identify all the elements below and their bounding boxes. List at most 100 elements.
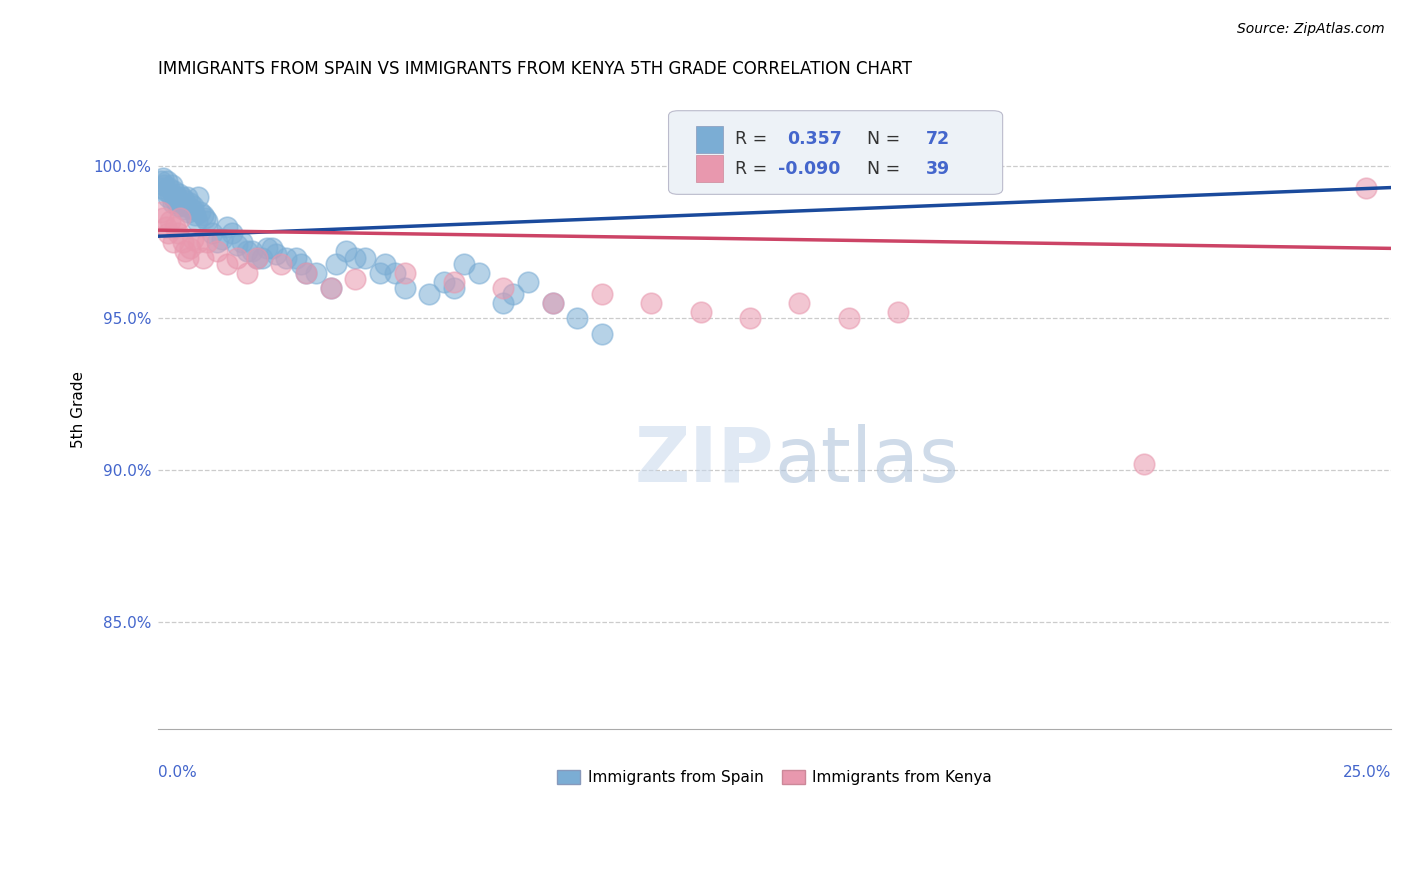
Point: [191, 251, 214, 265]
Point: [162, 235, 184, 250]
Point: [184, 208, 207, 222]
Point: [197, 235, 219, 250]
Point: [156, 226, 179, 240]
Point: [492, 296, 515, 310]
Point: [453, 256, 475, 270]
Point: [591, 326, 613, 341]
Point: [295, 266, 318, 280]
Point: [186, 214, 208, 228]
Point: [166, 199, 188, 213]
Point: [319, 281, 342, 295]
Point: [149, 205, 172, 219]
Point: [394, 281, 416, 295]
Text: N =: N =: [856, 160, 905, 178]
Point: [150, 180, 173, 194]
Point: [174, 244, 197, 259]
FancyBboxPatch shape: [696, 126, 723, 153]
Point: [166, 226, 188, 240]
Point: [160, 178, 183, 192]
Point: [838, 311, 860, 326]
Point: [541, 296, 564, 310]
Point: [207, 244, 229, 259]
Point: [240, 244, 263, 259]
Point: [502, 287, 524, 301]
Point: [305, 266, 328, 280]
Point: [260, 241, 283, 255]
Point: [169, 195, 191, 210]
Point: [170, 190, 193, 204]
Point: [418, 287, 440, 301]
Point: [887, 305, 910, 319]
Point: [157, 180, 180, 194]
Y-axis label: 5th Grade: 5th Grade: [72, 371, 86, 448]
Point: [159, 186, 181, 201]
Point: [344, 272, 367, 286]
Point: [201, 226, 224, 240]
Point: [374, 256, 396, 270]
Point: [155, 184, 177, 198]
Point: [256, 241, 278, 255]
Point: [153, 178, 176, 192]
Point: [172, 202, 194, 216]
Point: [188, 205, 211, 219]
Point: [443, 281, 465, 295]
Point: [156, 174, 179, 188]
Text: -0.090: -0.090: [779, 160, 841, 178]
Point: [285, 251, 308, 265]
Point: [266, 247, 288, 261]
Point: [177, 205, 200, 219]
Text: R =: R =: [735, 160, 773, 178]
Point: [174, 199, 197, 213]
Point: [236, 266, 259, 280]
Point: [344, 251, 367, 265]
Point: [433, 275, 456, 289]
Point: [295, 266, 318, 280]
Point: [181, 232, 204, 246]
Point: [250, 251, 273, 265]
Point: [167, 186, 190, 201]
Point: [1355, 180, 1378, 194]
Point: [191, 208, 214, 222]
Point: [165, 220, 187, 235]
Text: atlas: atlas: [775, 424, 959, 498]
Point: [236, 244, 259, 259]
Point: [384, 266, 406, 280]
Point: [166, 190, 188, 204]
Text: 72: 72: [927, 130, 950, 148]
Text: 39: 39: [927, 160, 950, 178]
Point: [162, 195, 184, 210]
Point: [179, 195, 201, 210]
Point: [163, 184, 186, 198]
Point: [173, 193, 195, 207]
Point: [217, 220, 239, 235]
Point: [567, 311, 589, 326]
Point: [335, 244, 357, 259]
Point: [152, 211, 174, 225]
Text: 25.0%: 25.0%: [1343, 765, 1391, 780]
Point: [325, 256, 347, 270]
Text: 0.0%: 0.0%: [157, 765, 197, 780]
Text: N =: N =: [856, 130, 905, 148]
FancyBboxPatch shape: [668, 111, 1002, 194]
Text: IMMIGRANTS FROM SPAIN VS IMMIGRANTS FROM KENYA 5TH GRADE CORRELATION CHART: IMMIGRANTS FROM SPAIN VS IMMIGRANTS FROM…: [157, 60, 912, 78]
Point: [270, 256, 292, 270]
Point: [689, 305, 711, 319]
Point: [197, 214, 219, 228]
Point: [368, 266, 391, 280]
Point: [787, 296, 810, 310]
Point: [1133, 457, 1156, 471]
Point: [394, 266, 416, 280]
Point: [246, 251, 269, 265]
Point: [152, 171, 174, 186]
Point: [319, 281, 342, 295]
Text: ZIP: ZIP: [636, 424, 775, 498]
Point: [231, 235, 253, 250]
Point: [149, 174, 172, 188]
Point: [738, 311, 761, 326]
Point: [354, 251, 377, 265]
Point: [176, 190, 198, 204]
Point: [177, 251, 200, 265]
Text: 0.357: 0.357: [787, 130, 842, 148]
Point: [443, 275, 465, 289]
Point: [179, 241, 201, 255]
